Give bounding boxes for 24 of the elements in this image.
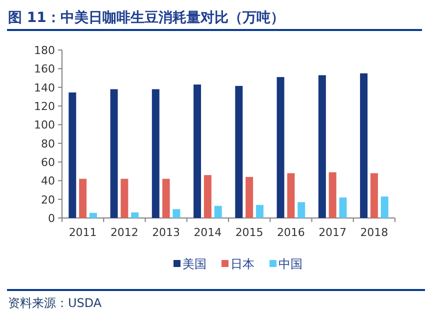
- x-tick-label: 2017: [318, 226, 347, 239]
- annotation: 资料来源：USDA: [8, 296, 102, 310]
- y-tick-label: 100: [34, 118, 55, 132]
- legend-label: 美国: [182, 257, 206, 271]
- y-tick-label: 80: [41, 137, 55, 150]
- y-tick-label: 140: [34, 81, 55, 94]
- y-tick-label: 60: [41, 156, 55, 169]
- x-tick-label: 2016: [276, 226, 305, 239]
- y-tick-label: 120: [34, 100, 55, 113]
- x-tick-label: 2014: [194, 226, 222, 239]
- y-tick-label: 160: [34, 62, 55, 76]
- legend-label: 中国: [278, 257, 302, 271]
- x-tick-label: 2013: [152, 226, 180, 239]
- y-tick-label: 20: [41, 193, 55, 206]
- plot: 0 20 40 60 80 100 120 140 160 180 2011 2012 2013 2014 2015 2016 2017 2018: [34, 44, 396, 239]
- x-tick-label: 2012: [110, 226, 138, 239]
- x-tick-label: 2018: [360, 226, 388, 239]
- legend-label: 日本: [230, 257, 254, 271]
- y-tick-label: 180: [34, 44, 55, 57]
- x-tick-label: 2015: [235, 226, 264, 239]
- title: 图 11：中美日咖啡生豆消耗量对比（万吨）: [8, 10, 284, 26]
- y-tick-label: 40: [41, 174, 55, 188]
- x-tick-label: 2011: [68, 226, 97, 239]
- y-tick-label: 0: [48, 212, 55, 225]
